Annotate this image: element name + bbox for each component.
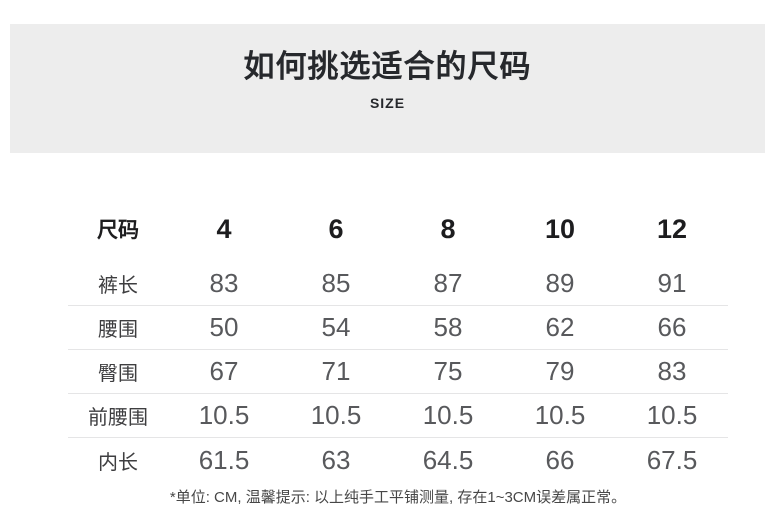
- table-cell: 10.5: [646, 400, 698, 430]
- page-title: 如何挑选适合的尺码: [243, 49, 532, 85]
- page-subtitle: SIZE: [369, 94, 406, 111]
- table-cell: 91: [657, 268, 687, 298]
- row-label: 内长: [98, 451, 138, 474]
- table-cell: 50: [209, 312, 239, 342]
- table-cell: 54: [321, 312, 351, 342]
- table-cell: 67: [209, 356, 239, 386]
- size-table-header-row: 尺码 4 6 8 10 12: [68, 196, 728, 262]
- table-cell: 63: [321, 444, 351, 475]
- table-row-pants-length: 裤长 83 85 87 89 91: [68, 262, 728, 306]
- table-row-front-rise: 前腰围 10.5 10.5 10.5 10.5 10.5: [68, 394, 728, 438]
- table-cell: 71: [321, 356, 351, 386]
- table-cell: 61.5: [198, 444, 250, 475]
- table-cell: 89: [545, 268, 575, 298]
- table-cell: 75: [433, 356, 463, 386]
- table-cell: 87: [433, 268, 463, 298]
- header-cell-size-4: 4: [216, 213, 232, 244]
- table-cell: 10.5: [198, 400, 250, 430]
- table-cell: 66: [545, 444, 575, 475]
- header-cell-size-label: 尺码: [97, 219, 139, 242]
- table-cell: 64.5: [422, 444, 474, 475]
- header-banner: 如何挑选适合的尺码 SIZE: [10, 24, 765, 153]
- table-cell: 67.5: [646, 444, 698, 475]
- table-cell: 83: [209, 268, 239, 298]
- table-cell: 58: [433, 312, 463, 342]
- table-row-inseam: 内长 61.5 63 64.5 66 67.5: [68, 438, 728, 482]
- row-label: 腰围: [98, 319, 138, 341]
- row-label: 臀围: [98, 363, 138, 385]
- table-cell: 10.5: [422, 400, 474, 430]
- size-table: 尺码 4 6 8 10 12 裤长 83 85 87 89 91 腰围 50 5…: [68, 196, 728, 482]
- row-label: 裤长: [98, 275, 138, 297]
- table-cell: 79: [545, 356, 575, 386]
- table-cell: 10.5: [310, 400, 362, 430]
- header-cell-size-10: 10: [544, 213, 576, 244]
- header-cell-size-8: 8: [440, 213, 456, 244]
- row-label: 前腰围: [88, 407, 148, 429]
- table-row-waist: 腰围 50 54 58 62 66: [68, 306, 728, 350]
- table-cell: 62: [545, 312, 575, 342]
- measurement-disclaimer: *单位: CM, 温馨提示: 以上纯手工平铺测量, 存在1~3CM误差属正常。: [169, 489, 627, 506]
- table-cell: 10.5: [534, 400, 586, 430]
- table-cell: 66: [657, 312, 687, 342]
- table-cell: 83: [657, 356, 687, 386]
- table-row-hip: 臀围 67 71 75 79 83: [68, 350, 728, 394]
- header-cell-size-6: 6: [328, 213, 344, 244]
- table-cell: 85: [321, 268, 351, 298]
- header-cell-size-12: 12: [656, 213, 688, 244]
